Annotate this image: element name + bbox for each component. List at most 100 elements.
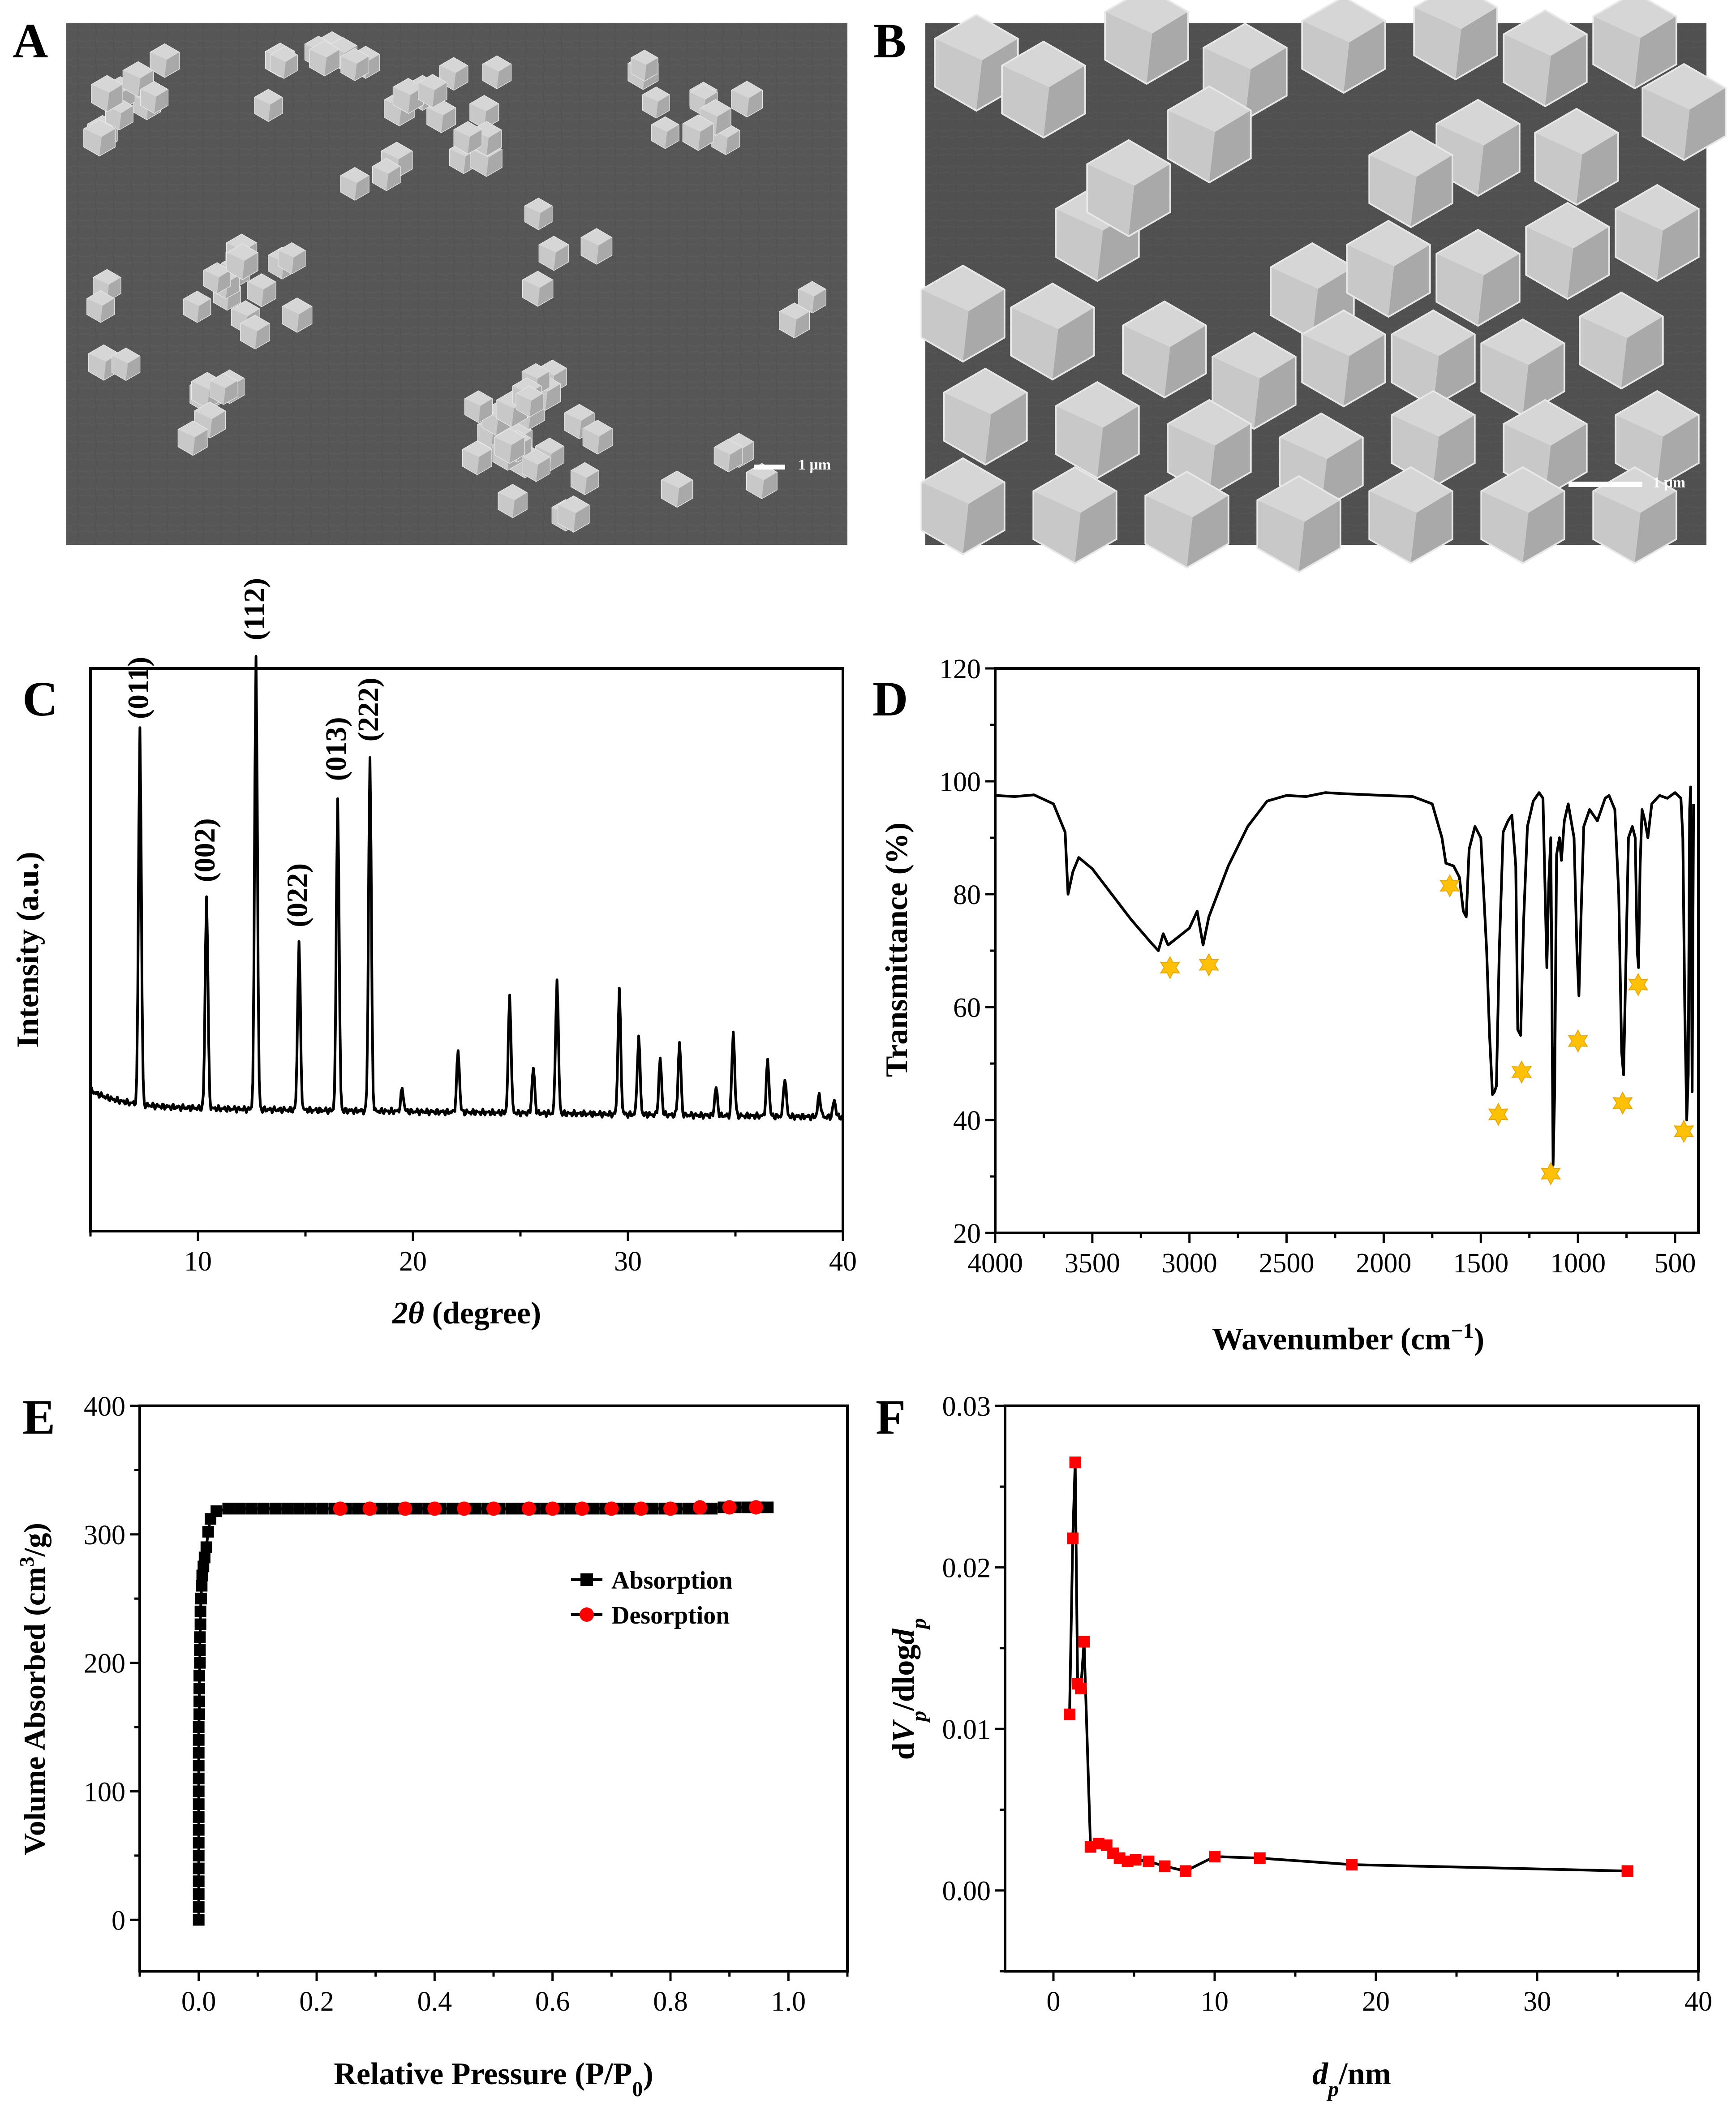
crystal: [1167, 399, 1252, 497]
y-tick-label: 20: [953, 1219, 981, 1249]
crystal: [177, 420, 208, 456]
absorption-point: [317, 1503, 329, 1515]
crystal: [372, 158, 401, 191]
x-axis-label-d: Wavenumber (cm−1): [1212, 1319, 1484, 1357]
panel-e-letter: E: [22, 1390, 55, 1444]
y-axis-label-f: dVp/dlogdp: [886, 1618, 931, 1760]
crystal: [1055, 381, 1140, 479]
x-axis-label-c: 2θ (degree): [392, 1296, 541, 1331]
absorption-point: [762, 1501, 774, 1513]
pore-point: [1209, 1850, 1220, 1862]
crystal: [1503, 9, 1588, 108]
crystal: [203, 262, 231, 294]
desorption-point: [634, 1501, 649, 1516]
panel-d: D 4000 3500 3000 2500 2000 1500 1000 500 20 40 60 8…: [872, 654, 1700, 1357]
absorption-point: [193, 1837, 205, 1849]
x-tick-label: 30: [1523, 1986, 1551, 2017]
crystal: [439, 57, 468, 91]
absorption-point: [269, 1503, 281, 1515]
y-tick-label: 0.00: [942, 1876, 991, 1907]
y-tick-label: 0.01: [942, 1715, 991, 1745]
peak-label: (002): [189, 818, 221, 882]
absorption-point: [200, 1541, 212, 1553]
axis-ticks-d: 4000 3500 3000 2500 2000 1500 1000 500 20 40 60 80 1…: [939, 654, 1696, 1279]
crystal: [746, 463, 778, 500]
absorption-point: [194, 1631, 206, 1643]
absorption-point: [193, 1772, 205, 1784]
crystal: [1534, 108, 1619, 206]
crystal: [682, 114, 714, 151]
x-tick-label: 1000: [1550, 1248, 1606, 1279]
y-tick-label: 0.02: [942, 1553, 991, 1584]
panel-b: B 1 μm: [873, 0, 1727, 573]
desorption-series: [333, 1500, 763, 1516]
crystal: [270, 47, 298, 79]
panel-d-letter: D: [872, 672, 908, 726]
crystal: [112, 347, 141, 381]
absorption-point: [194, 1618, 206, 1630]
panel-c: C (011) (002) (112) (022) (013)(222) 10 20 30 4…: [11, 578, 857, 1331]
star-marker: [1440, 874, 1460, 898]
legend-desorption-label: Desorption: [611, 1602, 730, 1629]
crystal: [183, 290, 211, 323]
y-axis-label-e: Volume Absorbed (cm3/g): [15, 1523, 52, 1855]
crystal: [580, 228, 613, 265]
crystal: [651, 116, 679, 149]
crystal: [1144, 470, 1229, 569]
absorption-point: [222, 1503, 234, 1515]
ftir-spectrum-line: [995, 785, 1695, 1167]
crystal: [1525, 202, 1610, 300]
crystal: [1480, 318, 1565, 417]
xrd-peak-labels: (011) (002) (112) (022) (013)(222): [122, 578, 385, 927]
crystal: [392, 78, 424, 114]
plot-frame-c: [89, 667, 844, 1232]
absorption-point: [193, 1914, 205, 1926]
absorption-point: [202, 1526, 214, 1538]
desorption-point: [604, 1501, 619, 1516]
panel-a: A 1 μm: [13, 13, 847, 545]
crystal: [1122, 300, 1207, 399]
pore-point: [1254, 1852, 1266, 1864]
desorption-point: [486, 1501, 501, 1516]
crystal: [1104, 0, 1189, 85]
crystal: [1001, 40, 1086, 139]
pore-point: [1143, 1855, 1155, 1867]
crystal: [1579, 291, 1664, 390]
x-tick-label: 0.4: [417, 1986, 452, 2017]
crystal: [464, 390, 493, 423]
panel-e: E 0.0 0.2 0.4 0.6 0.8 1.0 0 100 200 300 400 Absorp…: [15, 1390, 849, 2101]
crystal: [1391, 390, 1476, 488]
x-tick-label: 30: [614, 1246, 642, 1277]
y-tick-label: 100: [939, 767, 981, 797]
crystal: [920, 457, 1006, 556]
crystal: [254, 89, 283, 122]
absorption-point: [234, 1503, 246, 1515]
absorption-point: [198, 1551, 211, 1564]
x-tick-label: 500: [1654, 1248, 1696, 1279]
absorption-point: [193, 1785, 205, 1797]
crystal: [1301, 0, 1386, 94]
scale-bar-b-label: 1 μm: [1653, 474, 1685, 491]
x-axis-ticks-c: 10 20 30 40: [89, 1231, 857, 1277]
y-tick-label: 400: [84, 1392, 125, 1422]
absorption-point: [246, 1503, 258, 1515]
crystal: [498, 484, 528, 518]
y-axis-label-c: Intensity (a.u.): [11, 852, 45, 1048]
desorption-point: [427, 1501, 442, 1516]
desorption-point: [522, 1501, 536, 1516]
star-marker: [1488, 1103, 1508, 1126]
pore-point: [1180, 1865, 1192, 1877]
crystal: [731, 81, 763, 118]
absorption-point: [281, 1503, 293, 1515]
absorption-point: [211, 1505, 223, 1517]
crystal: [1010, 282, 1095, 381]
absorption-point: [194, 1605, 206, 1617]
star-marker: [1673, 1120, 1694, 1143]
crystal: [1592, 466, 1677, 564]
panel-c-letter: C: [22, 672, 58, 726]
absorption-point: [193, 1747, 205, 1759]
crystal: [1256, 475, 1341, 573]
desorption-point: [575, 1501, 589, 1516]
crystal: [453, 121, 482, 155]
x-axis-label-f: dp/nm: [1312, 2057, 1391, 2101]
